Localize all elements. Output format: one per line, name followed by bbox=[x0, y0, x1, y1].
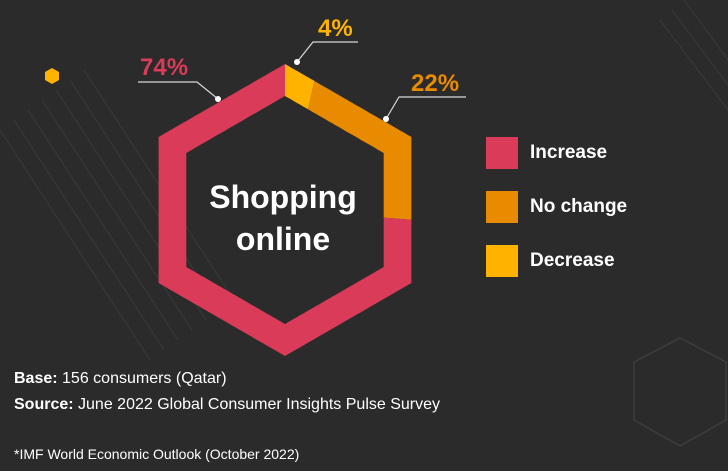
source-label: Source: bbox=[14, 396, 74, 413]
legend-item-increase: Increase bbox=[486, 137, 627, 169]
legend-label-no-change: No change bbox=[530, 196, 628, 217]
marker-dot bbox=[45, 68, 59, 84]
base-label: Base: bbox=[14, 370, 58, 387]
leader-no-change-dot bbox=[383, 116, 389, 122]
data-label-increase: 74% bbox=[140, 54, 189, 81]
base-line: Base: 156 consumers (Qatar) bbox=[14, 370, 227, 388]
leader-decrease-dot bbox=[294, 59, 300, 65]
segment-decrease bbox=[285, 64, 315, 110]
legend-item-no-change: No change bbox=[486, 191, 627, 223]
data-label-no-change: 22% bbox=[411, 70, 460, 97]
leader-no-change bbox=[385, 96, 466, 120]
leader-increase bbox=[138, 81, 219, 100]
center-title-line1: Shopping bbox=[209, 179, 357, 215]
center-title-line2: online bbox=[235, 221, 331, 257]
segment-no-change bbox=[308, 81, 412, 220]
data-label-decrease: 4% bbox=[318, 15, 353, 42]
base-text: 156 consumers (Qatar) bbox=[62, 370, 227, 387]
legend-label-decrease: Decrease bbox=[530, 250, 615, 271]
legend: Increase No change Decrease bbox=[486, 137, 627, 299]
source-text: June 2022 Global Consumer Insights Pulse… bbox=[78, 396, 441, 413]
legend-swatch-increase bbox=[486, 137, 518, 169]
legend-label-increase: Increase bbox=[530, 142, 608, 163]
source-line: Source: June 2022 Global Consumer Insigh… bbox=[14, 396, 440, 414]
legend-swatch-decrease bbox=[486, 245, 518, 277]
legend-swatch-no-change bbox=[486, 191, 518, 223]
leader-decrease bbox=[296, 41, 358, 63]
footnote: *IMF World Economic Outlook (October 202… bbox=[14, 446, 300, 462]
leader-increase-dot bbox=[215, 96, 221, 102]
legend-item-decrease: Decrease bbox=[486, 245, 627, 277]
